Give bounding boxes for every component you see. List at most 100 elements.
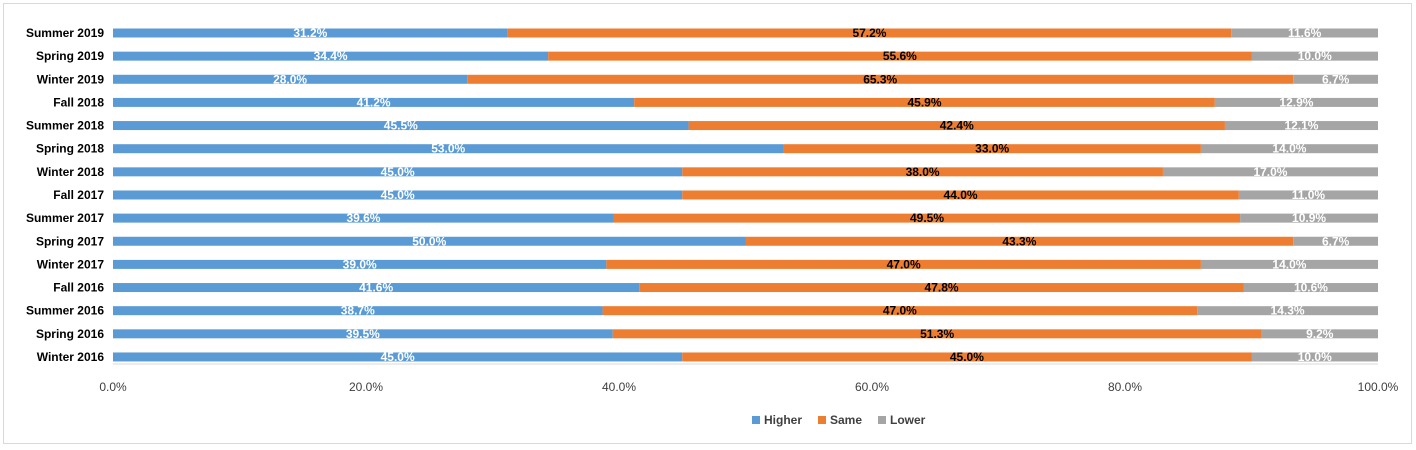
bar-segment-same <box>467 74 1294 84</box>
legend-swatch-same <box>818 416 826 424</box>
data-label-lower: 10.0% <box>1298 350 1332 364</box>
bar-segment-higher <box>113 51 549 61</box>
data-label-same: 43.3% <box>1002 234 1036 248</box>
bar-segment-lower <box>1214 97 1378 107</box>
x-tick-label: 100.0% <box>1358 380 1399 394</box>
bar-segment-lower <box>1238 190 1378 200</box>
bar-segment-same <box>634 97 1215 107</box>
data-label-same: 47.8% <box>925 281 959 295</box>
bar-segment-lower <box>1293 236 1378 246</box>
data-label-same: 65.3% <box>863 72 897 86</box>
data-label-lower: 10.9% <box>1292 211 1326 225</box>
data-label-same: 38.0% <box>906 165 940 179</box>
data-label-lower: 11.6% <box>1288 26 1322 40</box>
data-label-lower: 12.1% <box>1284 119 1318 133</box>
category-label: Spring 2018 <box>36 142 104 156</box>
bar-segment-same <box>606 259 1201 269</box>
data-label-same: 45.0% <box>950 350 984 364</box>
data-label-same: 42.4% <box>940 119 974 133</box>
bar-segment-higher <box>113 283 640 293</box>
data-label-higher: 28.0% <box>273 72 307 86</box>
data-label-lower: 9.2% <box>1306 327 1334 341</box>
bar-segment-lower <box>1261 329 1378 339</box>
data-label-lower: 14.0% <box>1272 257 1306 271</box>
x-tick-label: 80.0% <box>1108 380 1142 394</box>
bar-segment-higher <box>113 329 613 339</box>
category-label: Winter 2016 <box>37 350 105 364</box>
category-label: Fall 2016 <box>53 281 104 295</box>
x-tick-label: 40.0% <box>602 380 636 394</box>
data-label-higher: 45.0% <box>381 188 415 202</box>
legend-label-higher: Higher <box>764 413 802 427</box>
data-label-higher: 39.6% <box>346 211 380 225</box>
bar-segment-same <box>745 236 1294 246</box>
bar-segment-same <box>602 306 1198 316</box>
category-label: Winter 2019 <box>37 72 105 86</box>
bar-segment-higher <box>113 121 689 131</box>
data-label-higher: 34.4% <box>314 49 348 63</box>
data-label-higher: 39.5% <box>346 327 380 341</box>
data-label-lower: 6.7% <box>1322 234 1350 248</box>
data-label-higher: 38.7% <box>341 304 375 318</box>
data-label-higher: 45.5% <box>384 119 418 133</box>
category-label: Spring 2016 <box>36 327 104 341</box>
bar-segment-lower <box>1243 283 1378 293</box>
category-label: Fall 2017 <box>53 188 104 202</box>
data-label-higher: 39.0% <box>343 257 377 271</box>
data-label-higher: 50.0% <box>412 234 446 248</box>
category-label: Spring 2017 <box>36 234 104 248</box>
bar-segment-higher <box>113 74 468 84</box>
legend-label-lower: Lower <box>890 413 926 427</box>
data-label-same: 55.6% <box>883 49 917 63</box>
legend-swatch-lower <box>878 416 886 424</box>
x-tick-label: 60.0% <box>855 380 889 394</box>
bar-segment-higher <box>113 352 683 362</box>
bar-segment-lower <box>1197 306 1378 316</box>
category-label: Summer 2019 <box>26 26 104 40</box>
bar-segment-higher <box>113 190 683 200</box>
category-label: Winter 2017 <box>37 257 105 271</box>
bar-segment-lower <box>1240 213 1378 223</box>
data-label-same: 57.2% <box>852 26 886 40</box>
bar-segment-lower <box>1251 352 1378 362</box>
x-tick-label: 0.0% <box>99 380 127 394</box>
data-label-higher: 45.0% <box>381 165 415 179</box>
data-label-higher: 41.2% <box>357 95 391 109</box>
data-label-lower: 11.0% <box>1292 188 1326 202</box>
bar-segment-same <box>507 28 1232 38</box>
category-label: Winter 2018 <box>37 165 105 179</box>
legend-swatch-higher <box>752 416 760 424</box>
data-label-same: 45.9% <box>907 95 941 109</box>
data-label-same: 47.0% <box>887 257 921 271</box>
bar-segment-same <box>613 213 1241 223</box>
data-label-higher: 53.0% <box>431 142 465 156</box>
bar-segment-higher <box>113 167 683 177</box>
data-label-lower: 17.0% <box>1253 165 1287 179</box>
bar-segment-same <box>548 51 1252 61</box>
bar-segment-same <box>639 283 1244 293</box>
data-label-same: 44.0% <box>944 188 978 202</box>
bar-segment-same <box>688 121 1225 131</box>
bar-segment-lower <box>1293 74 1378 84</box>
legend-label-same: Same <box>830 413 862 427</box>
data-label-lower: 14.3% <box>1271 304 1305 318</box>
bar-segment-higher <box>113 144 784 154</box>
data-label-same: 47.0% <box>883 304 917 318</box>
bar-segment-lower <box>1231 28 1378 38</box>
bar-segment-lower <box>1200 259 1378 269</box>
data-label-same: 33.0% <box>975 142 1009 156</box>
x-tick-label: 20.0% <box>349 380 383 394</box>
data-label-lower: 12.9% <box>1279 95 1313 109</box>
category-label: Summer 2016 <box>26 304 104 318</box>
bar-segment-higher <box>113 236 746 246</box>
data-label-higher: 45.0% <box>381 350 415 364</box>
category-label: Spring 2019 <box>36 49 104 63</box>
bar-segment-same <box>783 144 1201 154</box>
bar-segment-lower <box>1251 51 1378 61</box>
bar-segment-higher <box>113 213 614 223</box>
category-label: Summer 2017 <box>26 211 104 225</box>
bar-segment-same <box>682 352 1252 362</box>
bar-segment-same <box>682 190 1239 200</box>
bar-segment-lower <box>1162 167 1378 177</box>
